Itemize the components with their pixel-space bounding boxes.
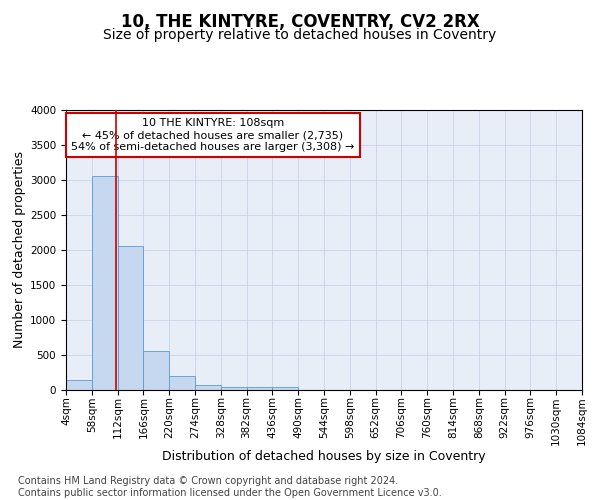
Bar <box>195 385 221 390</box>
X-axis label: Distribution of detached houses by size in Coventry: Distribution of detached houses by size … <box>162 450 486 464</box>
Bar <box>118 246 143 390</box>
Text: Size of property relative to detached houses in Coventry: Size of property relative to detached ho… <box>103 28 497 42</box>
Y-axis label: Number of detached properties: Number of detached properties <box>13 152 26 348</box>
Bar <box>272 387 298 390</box>
Text: Contains HM Land Registry data © Crown copyright and database right 2024.
Contai: Contains HM Land Registry data © Crown c… <box>18 476 442 498</box>
Bar <box>247 387 272 390</box>
Bar <box>169 376 195 390</box>
Bar <box>92 176 118 390</box>
Bar <box>143 351 169 390</box>
Text: 10 THE KINTYRE: 108sqm
← 45% of detached houses are smaller (2,735)
54% of semi-: 10 THE KINTYRE: 108sqm ← 45% of detached… <box>71 118 355 152</box>
Text: 10, THE KINTYRE, COVENTRY, CV2 2RX: 10, THE KINTYRE, COVENTRY, CV2 2RX <box>121 12 479 30</box>
Bar <box>66 380 92 390</box>
Bar <box>221 386 247 390</box>
